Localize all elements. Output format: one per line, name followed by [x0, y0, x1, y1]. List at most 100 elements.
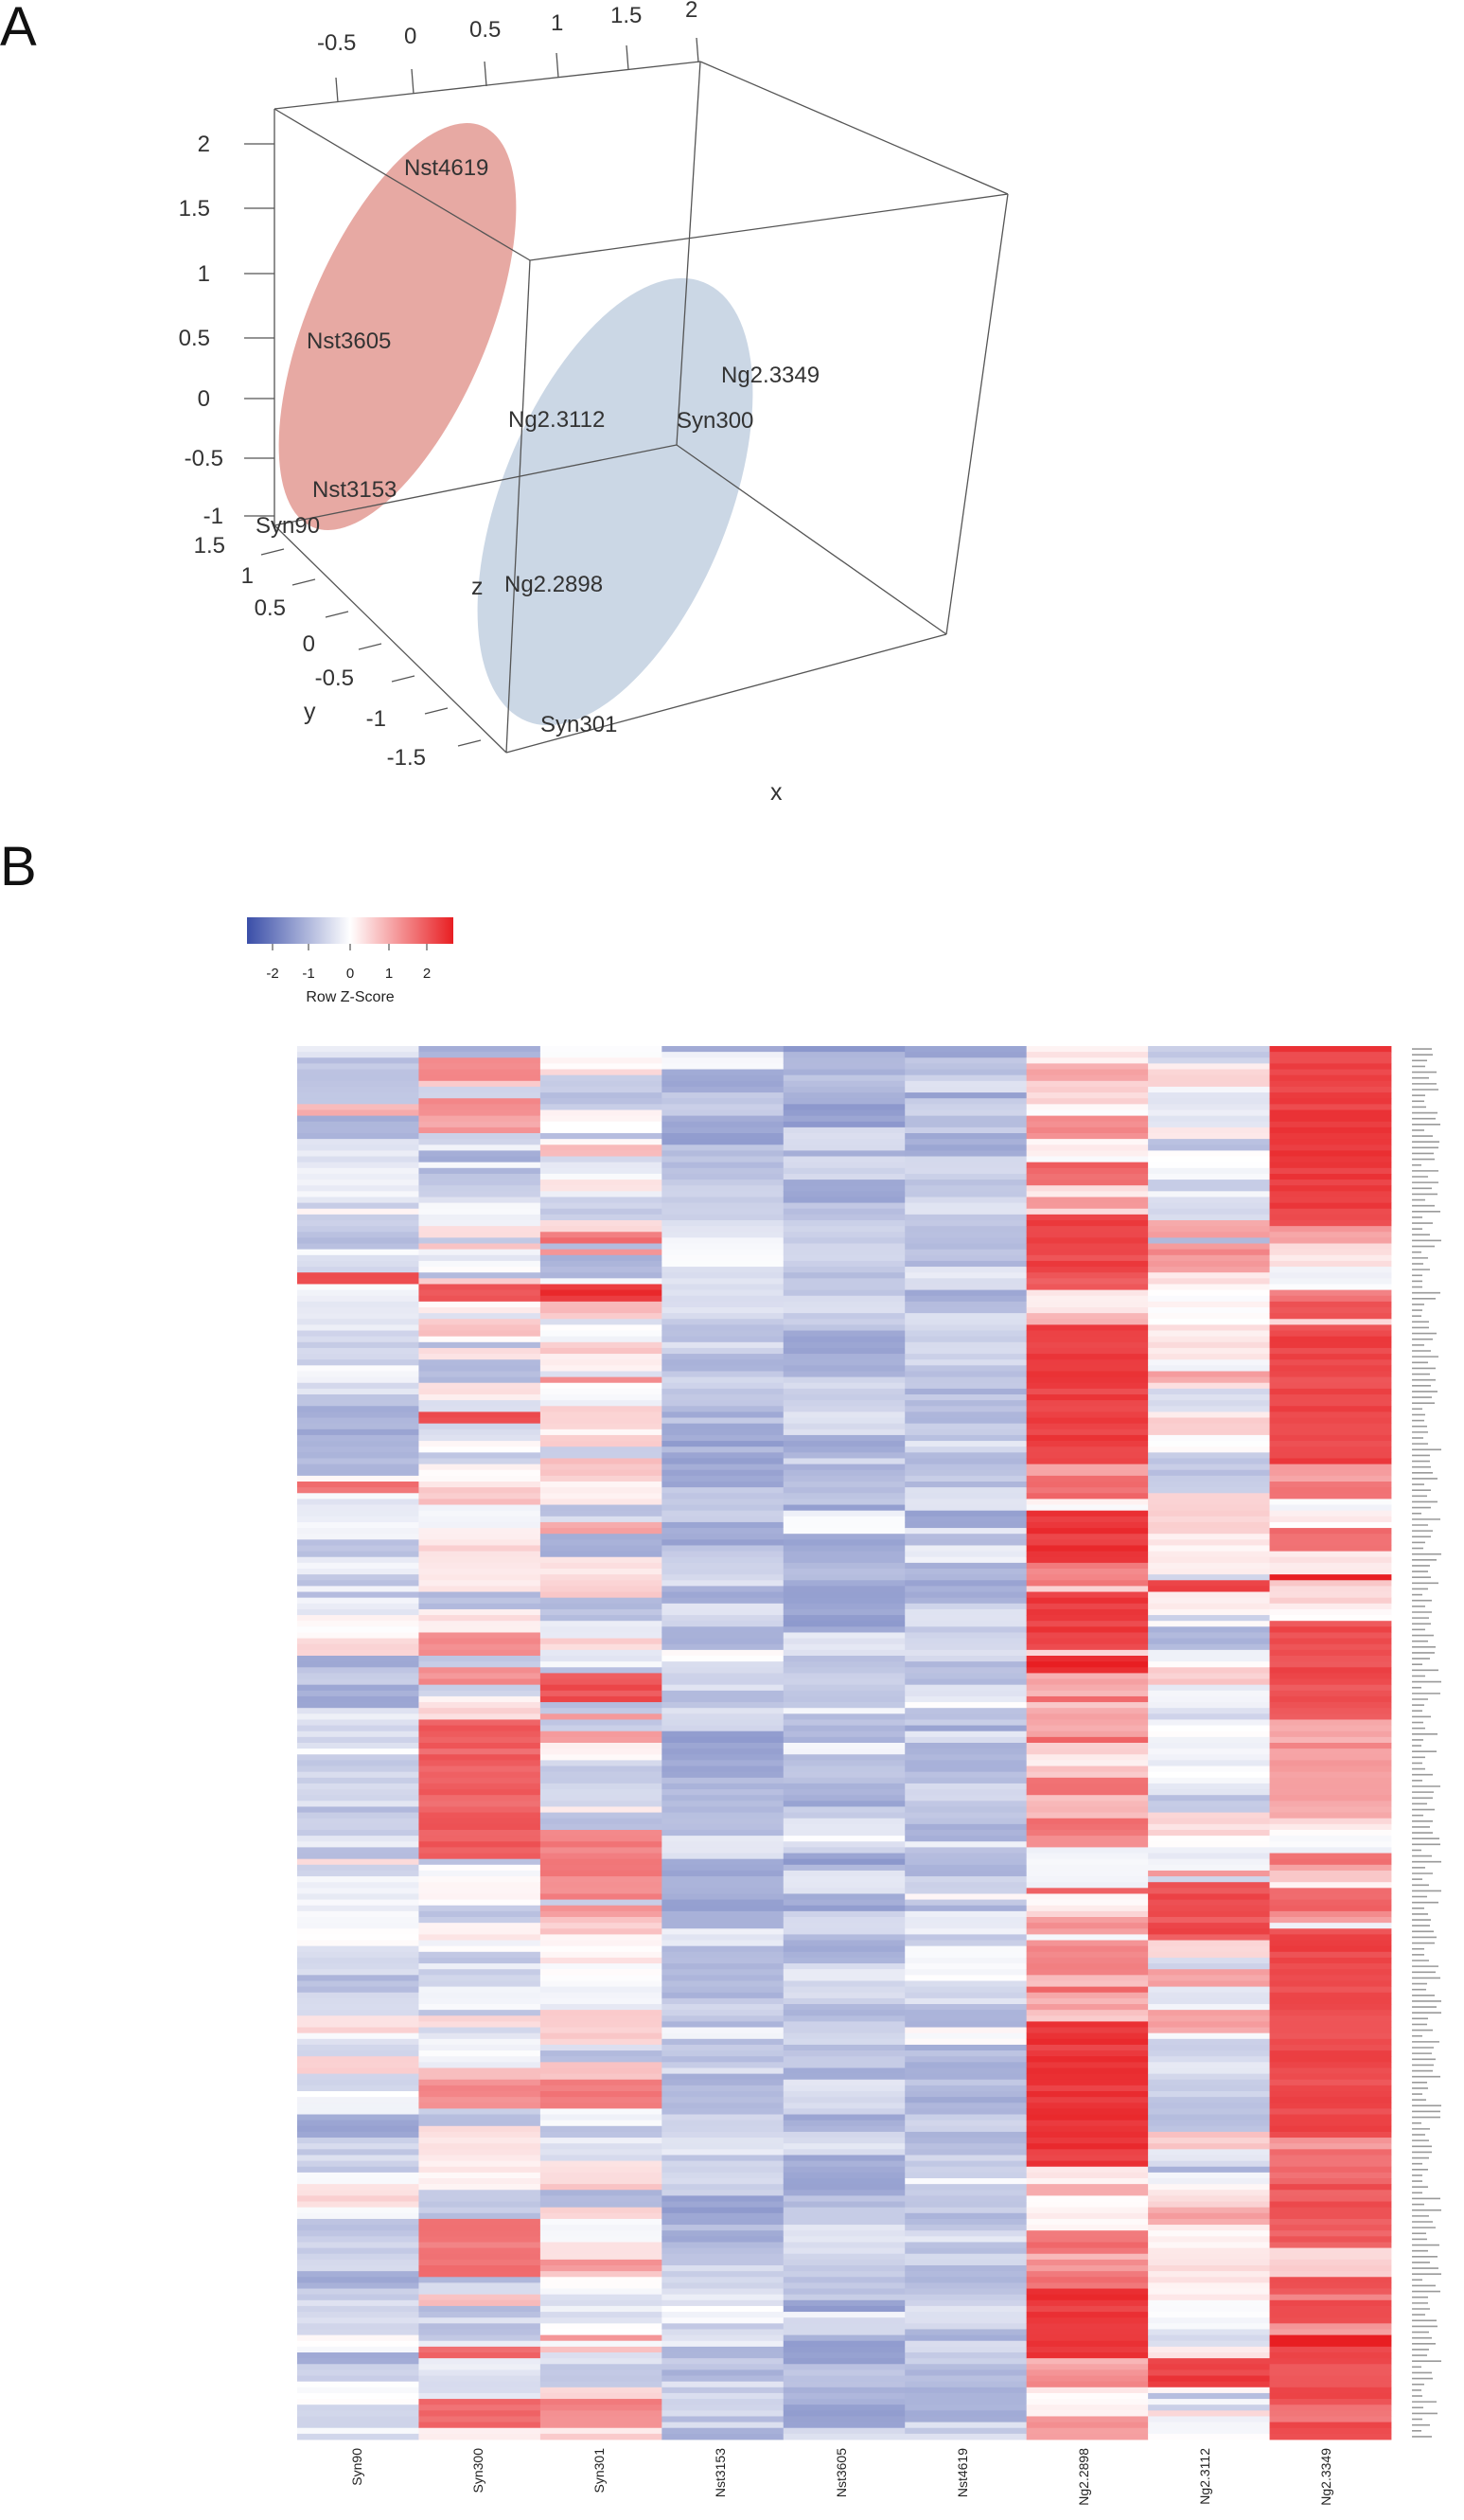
heatmap-cell	[905, 2050, 1028, 2057]
heatmap-cell	[539, 2218, 662, 2226]
heatmap-cell	[1269, 2375, 1392, 2383]
heatmap-cell	[539, 2329, 662, 2335]
heatmap-cell	[539, 1754, 662, 1761]
heatmap-cell	[418, 2056, 541, 2063]
heatmap-cell	[905, 2399, 1028, 2405]
heatmap-cell	[783, 1975, 906, 1981]
heatmap-cell	[297, 1359, 419, 1366]
heatmap-cell	[418, 1876, 541, 1883]
heatmap-cell	[783, 1429, 906, 1436]
heatmap-cell	[1269, 1801, 1392, 1807]
heatmap-cell	[661, 2195, 785, 2202]
heatmap-cell	[1148, 1289, 1270, 1297]
heatmap-cell	[1269, 1597, 1392, 1605]
heatmap-cell	[539, 2230, 662, 2237]
cluster-2-ellipse	[477, 277, 753, 726]
heatmap-cell	[1148, 2282, 1270, 2289]
heatmap-cell	[1148, 1754, 1270, 1761]
heatmap-cell	[905, 1684, 1028, 1692]
heatmap-cell	[297, 1482, 419, 1488]
heatmap-cell	[1148, 2207, 1270, 2214]
heatmap-cell	[905, 1534, 1028, 1540]
heatmap-cell	[661, 1254, 785, 1262]
x-tick-mark	[626, 44, 629, 71]
heatmap-cell	[539, 1185, 662, 1192]
heatmap-cell	[783, 1673, 906, 1679]
heatmap-cell	[661, 2375, 785, 2383]
heatmap-cell	[539, 1104, 662, 1110]
heatmap-cell	[1148, 1336, 1270, 1343]
heatmap-cell	[297, 2120, 419, 2127]
heatmap-cell	[783, 1191, 906, 1198]
heatmap-cell	[418, 2190, 541, 2196]
heatmap-cell	[905, 2305, 1028, 2313]
heatmap-cell	[1148, 1226, 1270, 1233]
heatmap-cell	[783, 2381, 906, 2388]
heatmap-cell	[418, 2131, 541, 2138]
heatmap-cell	[905, 1499, 1028, 1505]
heatmap-cell	[1148, 1202, 1270, 1210]
heatmap-cell	[297, 2085, 419, 2092]
heatmap-cell	[905, 1708, 1028, 1714]
heatmap-cell	[905, 1423, 1028, 1430]
heatmap-cell	[1269, 1580, 1392, 1587]
heatmap-cell	[297, 2416, 419, 2422]
heatmap-cell	[297, 2392, 419, 2400]
heatmap-cell	[1026, 1284, 1149, 1290]
heatmap-cell	[661, 2079, 785, 2086]
heatmap-cell	[297, 1475, 419, 1482]
heatmap-cell	[661, 1760, 785, 1766]
heatmap-cell	[418, 2079, 541, 2086]
heatmap-cell	[905, 1969, 1028, 1976]
heatmap-cell	[661, 2125, 785, 2133]
heatmap-cell	[905, 1638, 1028, 1645]
heatmap-cell	[661, 1928, 785, 1935]
x-tick-label: 2	[685, 0, 697, 23]
heatmap-cell	[1026, 1469, 1149, 1477]
heatmap-cell	[1269, 1638, 1392, 1645]
heatmap-cell	[783, 1632, 906, 1639]
heatmap-cell	[783, 1156, 906, 1163]
heatmap-cell	[1026, 1586, 1149, 1592]
heatmap-cell	[661, 2225, 785, 2231]
heatmap-cell	[783, 1475, 906, 1482]
heatmap-cell	[661, 1795, 785, 1801]
z-tick-label: 1.5	[179, 196, 210, 222]
heatmap-cell	[1148, 1214, 1270, 1221]
heatmap-cell	[539, 1267, 662, 1273]
heatmap-cell	[1148, 1730, 1270, 1738]
heatmap-cell	[297, 1423, 419, 1430]
heatmap-cell	[539, 1324, 662, 1331]
heatmap-cell	[905, 1569, 1028, 1575]
heatmap-cell	[1269, 2369, 1392, 2376]
heatmap-cell	[539, 2178, 662, 2185]
heatmap-cell	[1148, 1569, 1270, 1575]
y-tick-label: 0	[303, 631, 315, 657]
heatmap-cell	[418, 1864, 541, 1872]
heatmap-cell	[905, 2381, 1028, 2388]
heatmap-cell	[661, 1341, 785, 1349]
heatmap-cell	[1269, 1260, 1392, 1268]
heatmap-cell	[905, 1284, 1028, 1290]
heatmap-cell	[783, 1214, 906, 1221]
heatmap-cell	[539, 1963, 662, 1970]
heatmap-cell	[905, 1615, 1028, 1622]
heatmap-cell	[1148, 2178, 1270, 2185]
heatmap-cell	[418, 1621, 541, 1627]
heatmap-cell	[905, 1469, 1028, 1477]
heatmap-cell	[1026, 2242, 1149, 2248]
heatmap-cell	[418, 1086, 541, 1093]
heatmap-cell	[905, 1673, 1028, 1679]
heatmap-cell	[297, 1278, 419, 1285]
heatmap-cell	[783, 1510, 906, 1517]
heatmap-cell	[905, 1830, 1028, 1837]
heatmap-cell	[905, 1777, 1028, 1784]
heatmap-cell	[905, 1080, 1028, 1088]
heatmap-cell	[1148, 2334, 1270, 2342]
point-label: Ng2.3112	[508, 407, 605, 433]
heatmap-cell	[1148, 2329, 1270, 2335]
heatmap-cell	[418, 1046, 541, 1053]
heatmap-cell	[539, 2352, 662, 2359]
heatmap-cell	[1269, 1307, 1392, 1314]
heatmap-cell	[783, 1853, 906, 1860]
